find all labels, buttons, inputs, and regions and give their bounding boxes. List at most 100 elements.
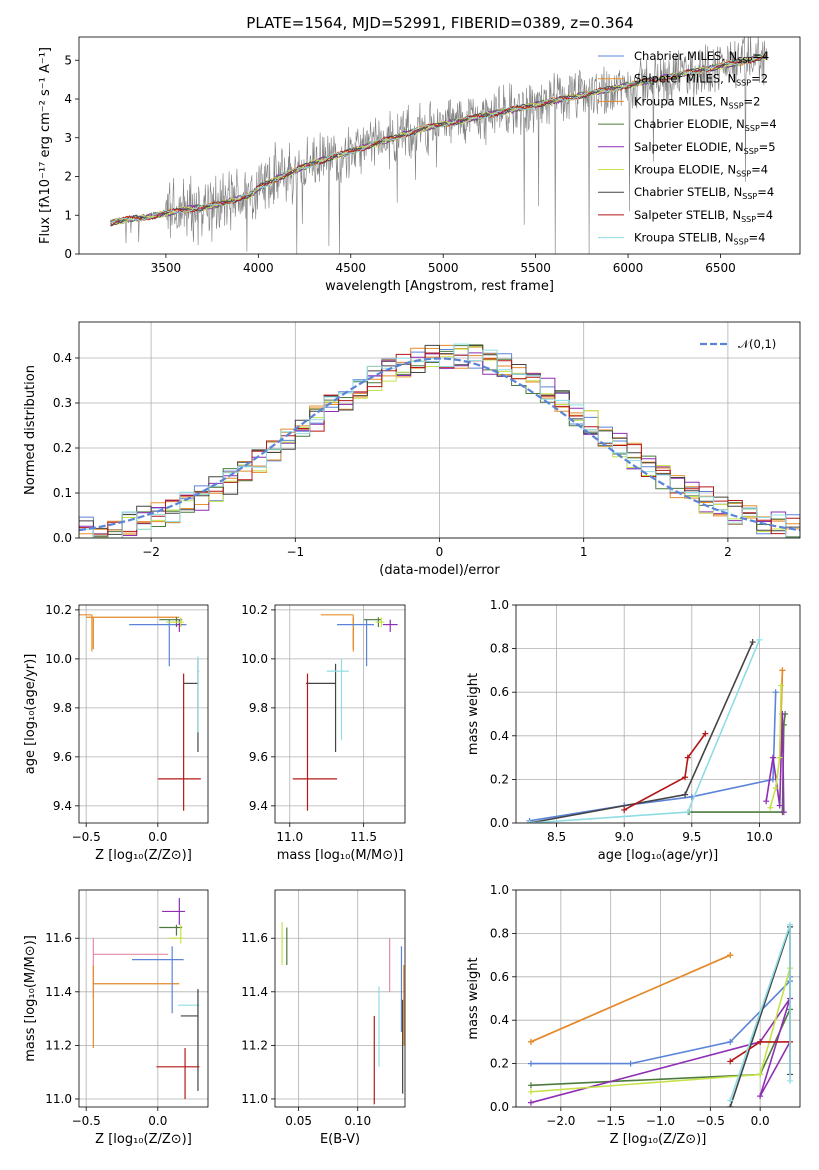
y-tick-label: 11.2	[241, 1038, 268, 1052]
weight-point	[727, 1038, 734, 1045]
x-tick-label: 2	[724, 545, 732, 559]
y-tick-label: 1	[64, 208, 72, 222]
weight-point	[702, 730, 709, 737]
y-tick-label: 0.8	[490, 926, 509, 940]
x-tick-label: −2	[142, 545, 160, 559]
y-tick-label: 0.0	[490, 1100, 509, 1114]
legend-subscript: SSP	[729, 101, 744, 110]
weight-point	[757, 1093, 764, 1100]
y-axis-label: Flux [fλ10⁻¹⁷ erg cm⁻² s⁻¹ A⁻¹]	[38, 47, 53, 244]
figure-title: PLATE=1564, MJD=52991, FIBERID=0389, z=0…	[246, 14, 633, 32]
legend-suffix: =5	[759, 140, 776, 154]
panel-mass-vs-ebv: 0.05 0.10 11.0 11.2 11.4 11.6 E(B-V)	[241, 889, 406, 1147]
legend-text: Kroupa STELIB, N	[634, 231, 734, 245]
x-tick-label: 9.5	[682, 830, 701, 844]
x-axis-label: (data-model)/error	[379, 563, 500, 578]
y-tick-label: 9.4	[53, 799, 72, 813]
weight-point	[749, 639, 756, 646]
legend-text: Salpeter MILES, N	[634, 72, 736, 86]
weight-line-salpeter-stelib	[623, 733, 706, 811]
y-tick-label: 11.0	[45, 1092, 72, 1106]
legend-entry: Chabrier STELIB, NSSP=4	[634, 185, 774, 201]
weight-point	[787, 1077, 794, 1084]
y-tick-label: 4	[64, 92, 72, 106]
x-tick-label: 4000	[243, 261, 274, 275]
y-tick-label: 9.8	[53, 701, 72, 715]
legend-suffix: =4	[760, 117, 777, 131]
axes-frame	[78, 36, 801, 255]
weight-point	[627, 1060, 634, 1067]
x-tick-label: −1	[286, 545, 304, 559]
legend-suffix: =4	[757, 185, 774, 199]
x-axis-label: Z [log₁₀(Z/Z⊙)]	[95, 848, 192, 863]
y-tick-label: 11.6	[241, 931, 268, 945]
weight-point	[684, 809, 691, 816]
x-axis-label: age [log₁₀(age/yr)]	[598, 848, 719, 863]
x-tick-label: 4500	[335, 261, 366, 275]
weight-point	[780, 809, 787, 816]
x-tick-label: 5000	[428, 261, 459, 275]
legend-subscript: SSP	[734, 238, 749, 247]
weight-line-kroupa-elodie	[769, 685, 782, 808]
x-tick-label: 11.5	[350, 830, 377, 844]
legend-text: Chabrier STELIB, N	[634, 185, 742, 199]
y-tick-label: 10.2	[241, 603, 268, 617]
x-tick-label: −2.0	[546, 1114, 575, 1128]
weight-point	[727, 952, 734, 959]
y-tick-label: 1.0	[490, 883, 509, 897]
legend-entry: Chabrier ELODIE, NSSP=4	[634, 117, 777, 133]
y-tick-label: 0	[64, 247, 72, 261]
plot-area-weight-vs-Z	[527, 921, 794, 1107]
legend-entry: Kroupa ELODIE, NSSP=4	[634, 163, 768, 179]
weight-point	[772, 689, 779, 696]
legend-subscript: SSP	[736, 170, 751, 179]
y-tick-label: 11.4	[45, 985, 72, 999]
weight-point	[527, 1088, 534, 1095]
legend-suffix: =2	[751, 72, 768, 86]
y-tick-label: 0.0	[490, 816, 509, 830]
weight-point	[763, 798, 770, 805]
y-tick-label: 9.6	[53, 750, 72, 764]
y-tick-label: 0.0	[53, 531, 72, 545]
weight-point	[757, 1071, 764, 1078]
model-line-salpeter-stelib	[110, 54, 767, 226]
y-tick-label: 11.4	[241, 985, 268, 999]
weight-line-kroupa-miles	[530, 954, 731, 1043]
axes-frame	[78, 889, 209, 1108]
y-tick-label: 0.4	[490, 1013, 509, 1027]
legend-text: Kroupa ELODIE, N	[634, 163, 736, 177]
panel-weight-vs-Z: −2.0 −1.5 −1.0 −0.5 0.0 0.0 0.2 0.4 0.6 0.8 1.0 Z […	[466, 883, 801, 1147]
weight-point	[527, 1099, 534, 1106]
panel-residuals: −2 −1 0 1 2 0.0 0.1 0.2 0.3 0.4 (data-model)/error…	[23, 321, 801, 578]
weight-point	[682, 774, 689, 781]
x-tick-label: 0	[436, 545, 444, 559]
weight-point	[779, 667, 786, 674]
weight-point	[767, 804, 774, 811]
y-tick-label: 9.8	[249, 701, 268, 715]
legend-subscript: SSP	[741, 215, 756, 224]
legend-subscript: SSP	[742, 192, 757, 201]
y-axis-label: mass weight	[466, 673, 481, 755]
weight-point	[621, 806, 628, 813]
legend-text: Salpeter STELIB, N	[634, 208, 741, 222]
panel-age-vs-Z: −0.5 0.0 9.4 9.6 9.8 10.0 10.2 Z [log₁₀(Z/Z⊙)] a…	[23, 603, 209, 863]
weight-point	[772, 785, 779, 792]
legend-subscript: SSP	[745, 124, 760, 133]
axes-frame	[515, 604, 801, 824]
legend-entry: Kroupa STELIB, NSSP=4	[634, 231, 765, 247]
y-tick-label: 11.0	[241, 1092, 268, 1106]
weight-point	[684, 754, 691, 761]
histogram-chabrier-stelib	[79, 344, 800, 535]
legend-subscript: SSP	[737, 56, 752, 65]
legend-suffix: =2	[744, 94, 761, 108]
y-tick-label: 10.0	[45, 652, 72, 666]
y-tick-label: 10.0	[241, 652, 268, 666]
axes-frame	[78, 321, 801, 539]
x-tick-label: 1	[580, 545, 588, 559]
y-tick-label: 0.4	[53, 351, 72, 365]
y-tick-label: 2	[64, 170, 72, 184]
weight-point	[527, 1060, 534, 1067]
y-tick-label: 0.2	[490, 772, 509, 786]
panel-weight-vs-age: 8.5 9.0 9.5 10.0 0.0 0.2 0.4 0.6 0.8 1.0 age [log₁…	[466, 598, 801, 863]
x-axis-label: mass [log₁₀(M/M⊙)]	[277, 848, 404, 863]
